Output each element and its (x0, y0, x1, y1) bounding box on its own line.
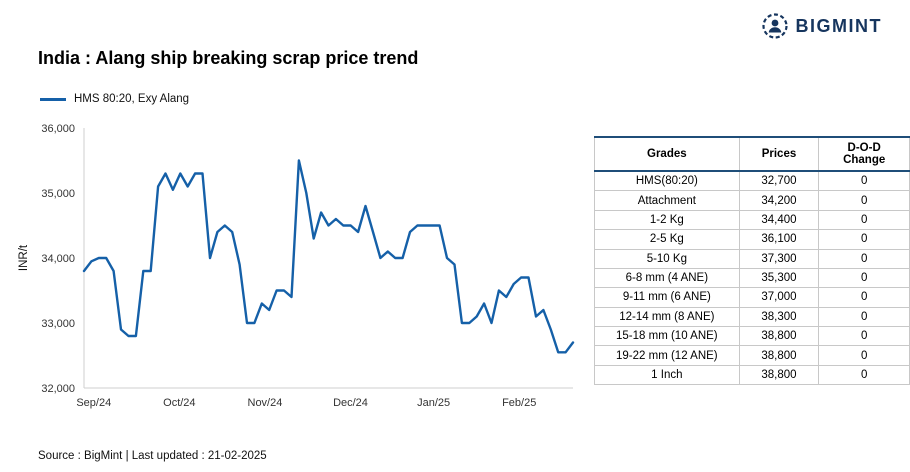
table-header-cell: Prices (738, 136, 820, 172)
y-tick-label: 32,000 (41, 383, 75, 395)
table-cell: 38,300 (738, 306, 820, 328)
bigmint-logo: BIGMINT (761, 12, 883, 40)
table-cell: 38,800 (738, 325, 820, 347)
table-header-cell: Grades (594, 136, 740, 172)
table-cell: 0 (818, 229, 910, 250)
table-cell: 5-10 Kg (594, 248, 740, 269)
table-cell: HMS(80:20) (594, 170, 740, 192)
page-title: India : Alang ship breaking scrap price … (38, 48, 419, 68)
table-header-row: Grades Prices D-O-D Change (594, 136, 910, 172)
table-cell: 0 (818, 170, 910, 192)
table-cell: 9-11 mm (6 ANE) (594, 287, 740, 308)
table-cell: 36,100 (738, 229, 820, 250)
bigmint-logo-text: BIGMINT (795, 15, 882, 36)
table-cell: 0 (818, 267, 910, 289)
y-tick-label: 33,000 (41, 318, 75, 330)
table-row: 1-2 Kg 34,400 0 (594, 209, 910, 231)
table-row: HMS(80:20) 32,700 0 (594, 170, 910, 192)
table-cell: 32,700 (738, 170, 820, 192)
x-tick-label: Jan/25 (417, 397, 450, 409)
prices-table: Grades Prices D-O-D Change HMS(80:20) 32,70… (594, 136, 910, 386)
table-cell: 15-18 mm (10 ANE) (594, 325, 740, 347)
table-cell: 0 (818, 248, 910, 269)
table-row: 6-8 mm (4 ANE) 35,300 0 (594, 267, 910, 289)
table-cell: 0 (818, 345, 910, 366)
prices-table-wrap: Grades Prices D-O-D Change HMS(80:20) 32,70… (594, 136, 910, 386)
table-row: 15-18 mm (10 ANE) 38,800 0 (594, 325, 910, 347)
table-row: 1 Inch 38,800 0 (594, 364, 910, 386)
table-cell: 0 (818, 325, 910, 347)
price-trend-line (82, 159, 575, 354)
table-cell: 37,300 (738, 248, 820, 269)
table-cell: 6-8 mm (4 ANE) (594, 267, 740, 289)
table-cell: 0 (818, 287, 910, 308)
table-cell: 38,800 (738, 345, 820, 366)
y-axis-title: INR/t (18, 244, 30, 271)
table-row: 12-14 mm (8 ANE) 38,300 0 (594, 306, 910, 328)
table-cell: 2-5 Kg (594, 229, 740, 250)
table-cell: 34,400 (738, 209, 820, 231)
table-row: 2-5 Kg 36,100 0 (594, 229, 910, 250)
legend-label: HMS 80:20, Exy Alang (74, 93, 190, 105)
table-cell: 35,300 (738, 267, 820, 289)
x-tick-label: Sep/24 (76, 397, 111, 409)
y-tick-label: 34,000 (41, 253, 75, 265)
table-row: 9-11 mm (6 ANE) 37,000 0 (594, 287, 910, 308)
table-row: 5-10 Kg 37,300 0 (594, 248, 910, 269)
table-cell: 1 Inch (594, 364, 740, 386)
bigmint-logo-icon (761, 13, 788, 39)
table-row: 19-22 mm (12 ANE) 38,800 0 (594, 345, 910, 366)
price-trend-chart: 32,000 33,000 34,000 35,000 36,000 INR/t Sep/2… (18, 123, 575, 409)
table-cell: 19-22 mm (12 ANE) (594, 345, 740, 366)
source-note: Source : BigMint | Last updated : 21-02-… (38, 450, 267, 462)
table-header-cell: D-O-D Change (818, 136, 910, 172)
table-row: Attachment 34,200 0 (594, 190, 910, 211)
table-cell: 37,000 (738, 287, 820, 308)
y-tick-label: 36,000 (41, 123, 75, 135)
table-cell: 38,800 (738, 364, 820, 386)
table-cell: 0 (818, 209, 910, 231)
chart-legend: HMS 80:20, Exy Alang (40, 93, 189, 105)
table-cell: Attachment (594, 190, 740, 211)
x-tick-label: Oct/24 (163, 397, 195, 409)
x-tick-label: Nov/24 (248, 397, 283, 409)
table-cell: 0 (818, 364, 910, 386)
x-tick-label: Dec/24 (333, 397, 368, 409)
y-tick-label: 35,000 (41, 188, 75, 200)
table-cell: 12-14 mm (8 ANE) (594, 306, 740, 328)
table-cell: 34,200 (738, 190, 820, 211)
chart-area: 32,000 33,000 34,000 35,000 36,000 INR/t Sep/2… (12, 112, 587, 435)
table-cell: 0 (818, 306, 910, 328)
x-tick-label: Feb/25 (502, 397, 536, 409)
table-cell: 0 (818, 190, 910, 211)
legend-line-swatch (40, 97, 66, 101)
table-cell: 1-2 Kg (594, 209, 740, 231)
